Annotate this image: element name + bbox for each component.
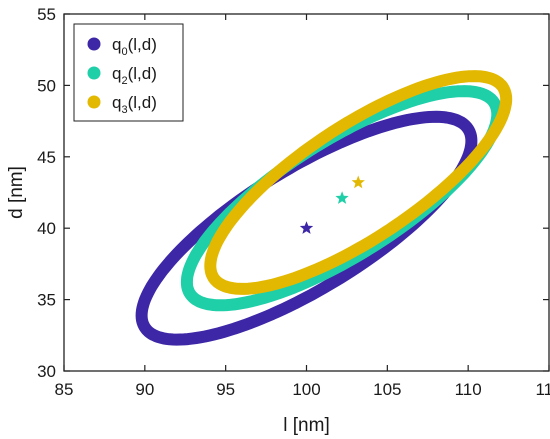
legend: q0(l,d)q2(l,d)q3(l,d) — [73, 23, 184, 122]
series-1-center-star — [335, 191, 349, 204]
x-tick-label: 95 — [216, 380, 235, 399]
y-tick-label: 35 — [37, 291, 56, 310]
legend-label-base: q — [112, 93, 121, 112]
legend-label-1: q2(l,d) — [112, 64, 157, 87]
y-axis-label: d [nm] — [6, 166, 27, 219]
legend-label-base: q — [112, 35, 121, 54]
y-tick-label: 55 — [37, 5, 56, 24]
x-tick-label: 100 — [292, 380, 320, 399]
legend-label-tail: (l,d) — [128, 64, 157, 83]
x-tick-label: 115 — [535, 380, 550, 399]
legend-marker-0 — [87, 37, 101, 51]
plot-area — [135, 70, 513, 346]
y-tick-label: 45 — [37, 148, 56, 167]
legend-label-base: q — [112, 64, 121, 83]
legend-label-0: q0(l,d) — [112, 35, 157, 58]
x-axis-ticks: 85 90 95 100 105 110 115 — [55, 14, 550, 399]
x-tick-label: 105 — [373, 380, 401, 399]
legend-label-sub: 3 — [121, 104, 127, 116]
series-2-center-star — [351, 175, 365, 189]
legend-label-sub: 2 — [121, 75, 127, 87]
legend-label-sub: 0 — [121, 46, 127, 58]
x-tick-label: 110 — [455, 380, 482, 399]
y-tick-label: 40 — [37, 219, 56, 238]
legend-label-tail: (l,d) — [128, 93, 157, 112]
y-tick-label: 30 — [37, 362, 56, 381]
legend-marker-1 — [87, 66, 101, 80]
legend-marker-2 — [87, 95, 101, 109]
legend-label-tail: (l,d) — [128, 35, 157, 54]
series-0-ring — [135, 110, 478, 346]
x-tick-label: 85 — [55, 380, 74, 399]
x-axis-label: l [nm] — [283, 415, 329, 436]
y-tick-label: 50 — [37, 76, 56, 95]
x-tick-label: 90 — [135, 380, 154, 399]
series-2-ring — [204, 70, 513, 295]
series-0-center-star — [299, 221, 314, 234]
legend-label-2: q3(l,d) — [112, 93, 157, 116]
